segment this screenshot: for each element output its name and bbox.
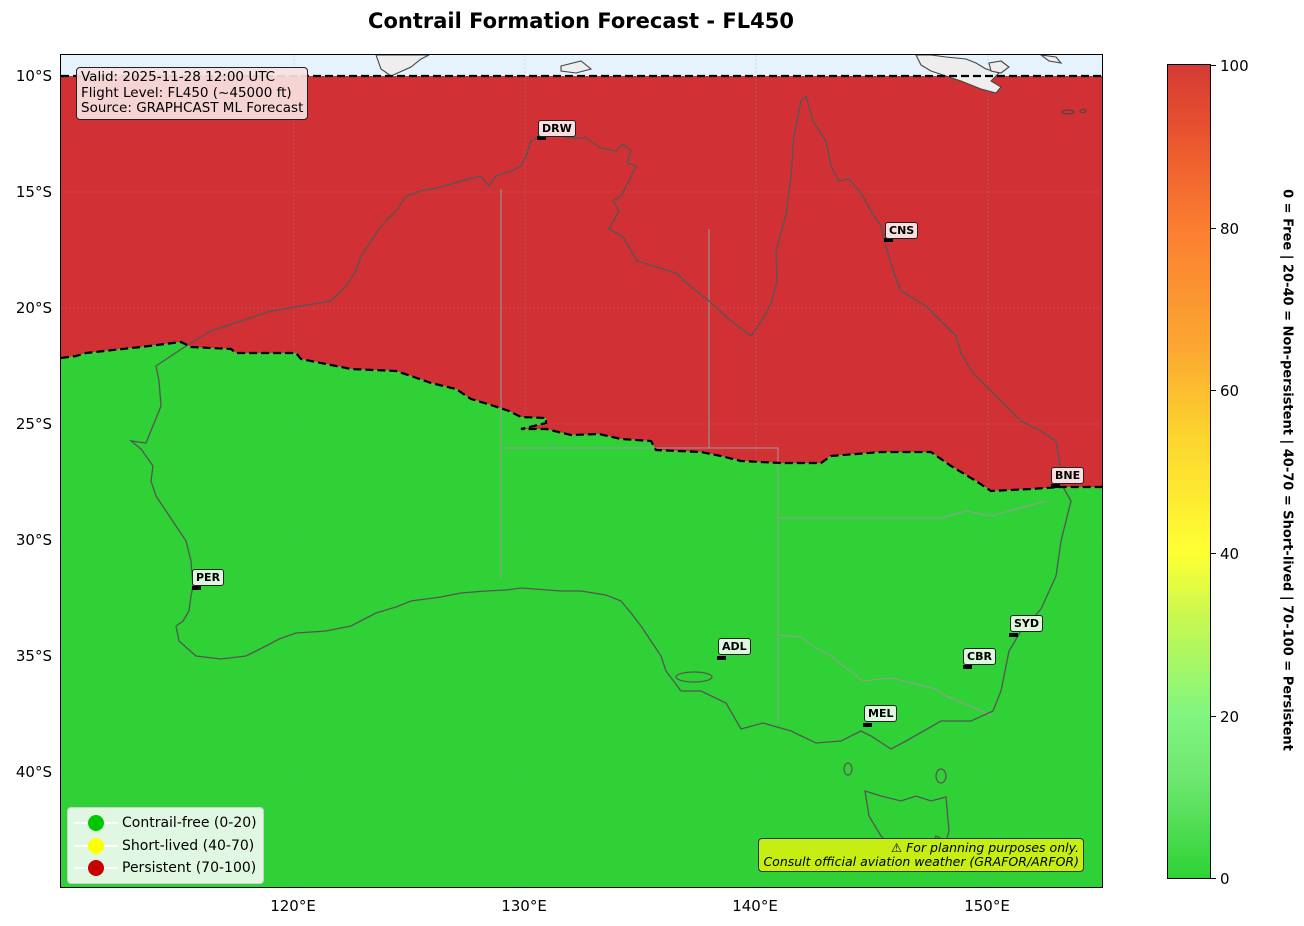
legend-item-short-lived: Short-lived (40-70): [74, 835, 257, 858]
contrail-free-region: [61, 342, 1102, 887]
data-source: Source: GRAPHCAST ML Forecast: [81, 100, 304, 116]
disclaimer-line-2: Consult official aviation weather (GRAFO…: [763, 854, 1079, 869]
colorbar: [1167, 64, 1211, 879]
city-label-syd: SYD: [1010, 615, 1044, 632]
colorbar-tick: [1211, 553, 1216, 554]
landmass-north: [375, 55, 430, 77]
forecast-info-box: Valid: 2025-11-28 12:00 UTC Flight Level…: [76, 67, 309, 120]
red-circle-icon: [74, 857, 118, 879]
colorbar-tick-label: 0: [1220, 870, 1230, 888]
disclaimer-line-1: ⚠ For planning purposes only.: [891, 840, 1079, 855]
city-label-cns: CNS: [885, 222, 919, 239]
x-tick-label: 140°E: [732, 897, 778, 915]
city-marker-icon: [1009, 633, 1018, 637]
colorbar-tick-label: 80: [1220, 220, 1240, 238]
flight-level: Flight Level: FL450 (~45000 ft): [81, 84, 292, 101]
y-tick-label: 15°S: [15, 183, 52, 201]
city-label-mel: MEL: [864, 705, 898, 722]
colorbar-tick: [1211, 228, 1216, 229]
colorbar-tick: [1211, 390, 1216, 391]
city-label-per: PER: [192, 569, 225, 586]
x-tick-label: 150°E: [964, 897, 1010, 915]
city-marker-icon: [963, 665, 972, 669]
colorbar-tick-label: 60: [1220, 382, 1240, 400]
state-borders: [500, 189, 1047, 723]
legend-label: Persistent (70-100): [122, 860, 257, 877]
map-area[interactable]: [60, 54, 1103, 888]
city-label-drw: DRW: [538, 120, 576, 137]
colorbar-label: 0 = Free | 20-40 = Non-persistent | 40-7…: [1279, 189, 1295, 751]
chart-title: Contrail Formation Forecast - FL450: [368, 9, 794, 33]
city-marker-icon: [863, 723, 872, 727]
legend-label: Short-lived (40-70): [122, 837, 255, 854]
yellow-circle-icon: [74, 835, 118, 857]
x-tick-label: 120°E: [270, 897, 316, 915]
city-marker-icon: [192, 586, 201, 590]
map-legend: Contrail-free (0-20) Short-lived (40-70)…: [67, 807, 264, 884]
legend-label: Contrail-free (0-20): [122, 815, 257, 832]
colorbar-tick: [1211, 716, 1216, 717]
valid-time: Valid: 2025-11-28 12:00 UTC: [81, 69, 276, 85]
colorbar-tick-label: 40: [1220, 545, 1240, 563]
green-circle-icon: [74, 812, 118, 834]
gridlines: [61, 55, 1102, 887]
city-marker-icon: [1051, 484, 1060, 488]
contrail-map: [61, 55, 1102, 887]
city-marker-icon: [537, 136, 546, 140]
x-tick-label: 130°E: [501, 897, 547, 915]
y-tick-label: 25°S: [15, 415, 52, 433]
y-tick-label: 40°S: [15, 763, 52, 781]
y-tick-label: 20°S: [15, 299, 52, 317]
colorbar-tick-label: 100: [1220, 57, 1249, 75]
city-label-bne: BNE: [1051, 467, 1085, 484]
colorbar-tick: [1211, 65, 1216, 66]
y-tick-label: 30°S: [15, 531, 52, 549]
city-marker-icon: [717, 656, 726, 660]
persistent-region: [61, 76, 1102, 491]
colorbar-tick: [1211, 878, 1216, 879]
boundary-dashed-line: [61, 340, 1102, 493]
legend-item-contrail-free: Contrail-free (0-20): [74, 812, 257, 835]
city-label-cbr: CBR: [963, 648, 996, 665]
disclaimer-box: ⚠ For planning purposes only. Consult of…: [758, 838, 1084, 872]
colorbar-tick-label: 20: [1220, 708, 1240, 726]
y-tick-label: 35°S: [15, 647, 52, 665]
y-tick-label: 10°S: [15, 67, 52, 85]
city-marker-icon: [884, 238, 893, 242]
city-label-adl: ADL: [718, 638, 751, 655]
legend-item-persistent: Persistent (70-100): [74, 857, 257, 880]
coastline-australia: [128, 94, 1072, 750]
